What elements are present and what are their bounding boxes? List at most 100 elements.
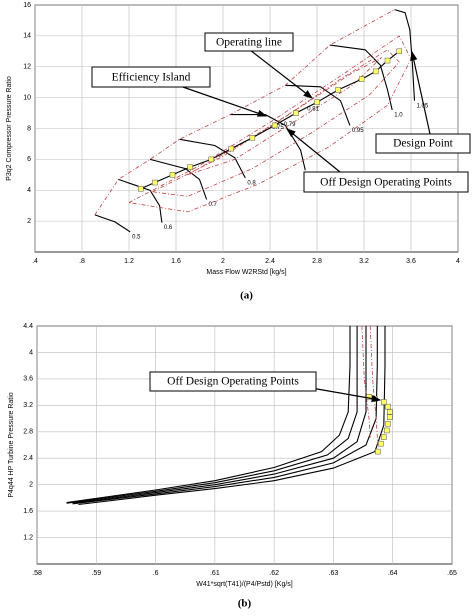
arrow	[286, 128, 341, 173]
plot-frame	[36, 325, 453, 565]
y-tick-label: 1.6	[23, 508, 33, 515]
operating-point	[396, 48, 402, 55]
x-tick-label: .62	[269, 570, 279, 577]
x-tick-label: .8	[79, 258, 85, 265]
series-label: 0.7	[209, 202, 218, 208]
series-line	[94, 9, 395, 216]
operating-point	[387, 414, 393, 420]
operating-point	[381, 434, 387, 440]
annotation: Operating line	[216, 37, 282, 49]
series-label: 0.79	[284, 122, 296, 128]
series-line	[394, 9, 416, 101]
y-tick-label: 2.8	[23, 429, 33, 436]
operating-point	[384, 57, 391, 64]
x-tick-label: 3.6	[406, 258, 416, 265]
x-tick-label: 4	[456, 258, 460, 265]
annotations: Operating line Efficiency Island Design …	[91, 32, 471, 403]
operating-point	[293, 110, 299, 116]
operating-point	[385, 421, 391, 427]
x-tick-label: 2.8	[312, 258, 322, 265]
annotation: Off Design Operating Points	[167, 376, 299, 388]
series-label: 0.8	[247, 180, 256, 186]
annotation-box	[375, 133, 471, 154]
operating-point	[381, 399, 387, 405]
operating-point	[375, 448, 381, 455]
operating-point	[169, 172, 176, 178]
annotation: Design Point	[393, 138, 454, 150]
x-tick-label: 2.4	[265, 258, 275, 265]
x-axis-label: Mass Flow W2RStd [kg/s]	[206, 269, 286, 276]
series-line	[72, 326, 367, 504]
y-tick-label: 6	[27, 156, 31, 163]
x-tick-label: 3.2	[359, 258, 369, 265]
y-tick-label: 3.6	[23, 376, 33, 383]
series-line	[230, 114, 306, 171]
y-tick-label: 8	[27, 125, 31, 132]
series-label: 0.75	[272, 125, 284, 131]
annotation-box	[91, 66, 211, 88]
operating-point	[228, 145, 234, 152]
x-tick-label: .6	[153, 570, 159, 577]
series-label: 0.95	[352, 128, 364, 134]
y-tick-label: 14	[23, 33, 31, 40]
series-line	[118, 178, 163, 223]
x-tick-label: .64	[388, 570, 398, 577]
series-label: 1.05	[417, 103, 429, 109]
x-tick-label: 2	[221, 258, 225, 265]
y-tick-label: 4	[29, 349, 33, 356]
series-label: 0.81	[307, 106, 319, 112]
operating-point	[358, 76, 365, 82]
annotation-box	[204, 32, 294, 52]
operating-point	[335, 87, 341, 93]
operating-point	[152, 179, 158, 186]
x-tick-label: .63	[329, 570, 339, 577]
series-line	[94, 214, 131, 233]
series-line	[66, 326, 351, 504]
y-tick-label: 16	[23, 2, 31, 9]
arrow	[179, 85, 268, 117]
series-label: 0.6	[164, 225, 173, 231]
y-axis-label: P3q2 Compressor Pressure Ratio	[6, 76, 13, 181]
operating-point	[378, 440, 384, 447]
x-tick-label: 1.6	[171, 258, 181, 265]
caption: (a)	[240, 290, 253, 302]
x-tick-label: 1.2	[124, 258, 134, 265]
x-tick-label: .58	[32, 570, 42, 577]
y-tick-label: 1.2	[23, 534, 33, 541]
annotation: Off Design Operating Points	[320, 177, 452, 189]
y-tick-label: 4.4	[23, 323, 33, 330]
series-label: 0.5	[132, 235, 141, 241]
series-line	[329, 44, 393, 111]
x-tick-label: .4	[32, 258, 38, 265]
series-line	[149, 158, 208, 200]
arrow	[410, 50, 431, 135]
y-tick-label: 2	[27, 218, 31, 225]
y-tick-label: 2	[29, 482, 33, 489]
x-tick-label: .59	[91, 570, 101, 577]
series-label: 1.0	[394, 113, 403, 119]
x-axis-label: W41*sqrt(T41)/(P4/Pstd) [Kg/s]	[196, 581, 293, 588]
y-tick-label: 10	[23, 94, 31, 101]
annotation-box	[149, 371, 317, 392]
operating-point	[187, 164, 193, 170]
operating-point	[271, 122, 278, 129]
series-line	[187, 57, 382, 176]
operating-point	[314, 99, 320, 106]
series-line	[72, 326, 378, 505]
series-line	[78, 326, 386, 506]
y-axis-label: P4q44 HP Turbine Pressure Ratio	[8, 392, 15, 497]
y-tick-label: 12	[23, 64, 31, 71]
operating-point	[384, 427, 390, 434]
arrow	[249, 49, 313, 99]
operating-point	[387, 409, 393, 415]
y-tick-label: 2.4	[23, 455, 33, 462]
y-tick-label: 4	[27, 187, 31, 194]
annotation-box	[303, 171, 469, 193]
operating-point	[138, 185, 144, 192]
y-tick-label: 3.2	[23, 402, 33, 409]
x-tick-label: .65	[447, 570, 457, 577]
caption: (b)	[238, 598, 252, 610]
operating-point	[208, 156, 214, 163]
series-line	[66, 326, 358, 504]
